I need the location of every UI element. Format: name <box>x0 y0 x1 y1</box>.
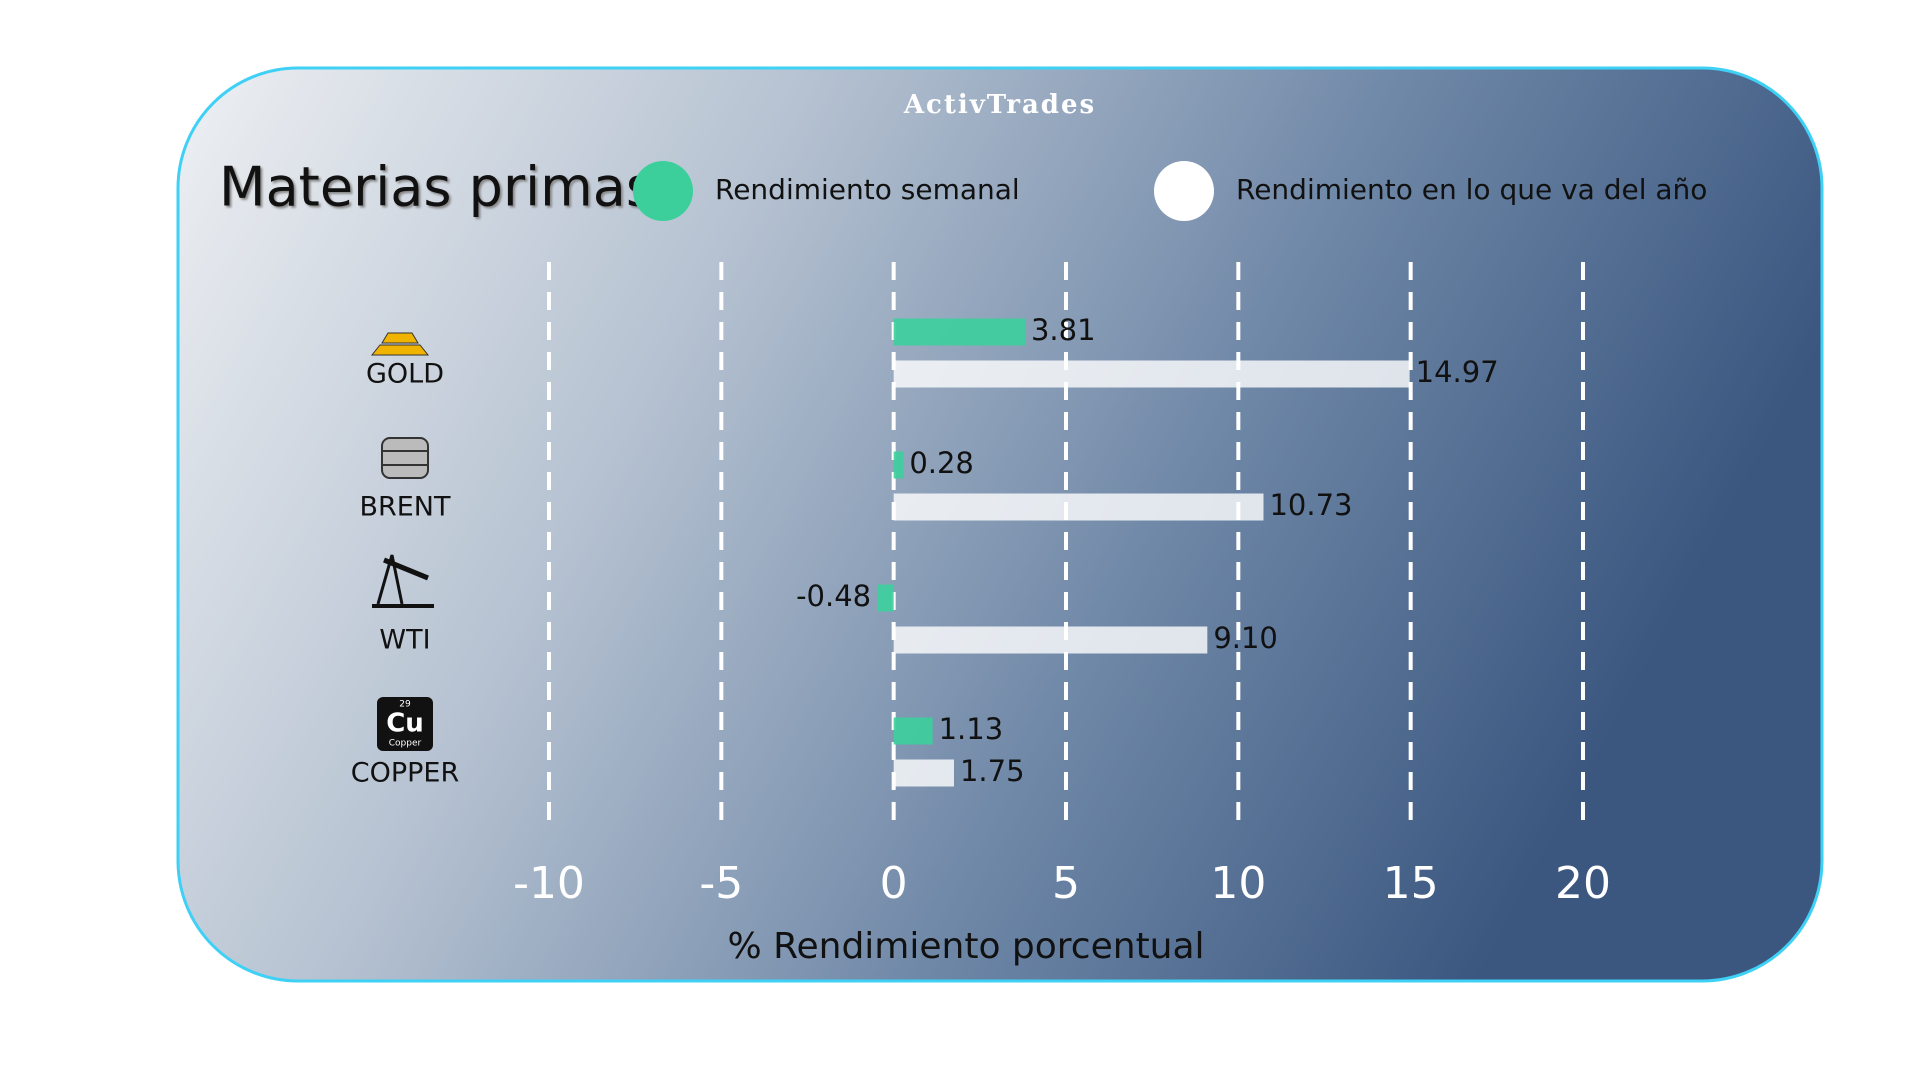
value-label: 10.73 <box>1269 488 1352 522</box>
copper-icon <box>377 697 433 751</box>
legend-label: Rendimiento en lo que va del año <box>1236 173 1707 206</box>
copper-icon-name: Copper <box>389 739 422 749</box>
brand: ActivTrades <box>903 90 1096 120</box>
chart-title: Materias primas <box>219 156 654 219</box>
bar <box>893 759 954 787</box>
value-label: -0.48 <box>796 579 871 613</box>
icons: 29 Cu Copper <box>370 332 434 751</box>
bar <box>877 584 894 612</box>
value-label: 9.10 <box>1213 621 1278 655</box>
brent-icon <box>381 437 429 479</box>
bar <box>893 626 1208 654</box>
legend-swatch <box>1154 161 1214 221</box>
x-tick-label: 15 <box>1383 858 1439 909</box>
bar <box>893 360 1410 388</box>
copper-icon-number: 29 <box>399 700 411 710</box>
x-tick-label: 10 <box>1210 858 1266 909</box>
x-tick-label: 20 <box>1555 858 1611 909</box>
category-label: WTI <box>379 625 430 656</box>
value-label: 1.13 <box>939 712 1004 746</box>
x-tick-label: 5 <box>1052 858 1080 909</box>
legend-swatch <box>633 161 693 221</box>
value-label: 14.97 <box>1416 355 1499 389</box>
gold-icon <box>370 344 430 356</box>
bar <box>893 493 1264 521</box>
value-label: 3.81 <box>1031 313 1096 347</box>
gold-icon <box>381 332 419 344</box>
x-axis-label: % Rendimiento porcentual <box>727 926 1204 967</box>
bar <box>893 318 1025 346</box>
x-tick-label: -10 <box>513 858 585 909</box>
category-label: BRENT <box>359 492 451 523</box>
wti-icon <box>376 554 404 605</box>
value-label: 0.28 <box>909 446 974 480</box>
value-label: 1.75 <box>960 754 1025 788</box>
bar <box>893 717 933 745</box>
legend-label: Rendimiento semanal <box>715 173 1020 206</box>
category-label: GOLD <box>366 359 444 390</box>
wti-icon <box>383 557 429 581</box>
category-label: COPPER <box>351 758 460 789</box>
x-tick-label: -5 <box>699 858 743 909</box>
x-tick-label: 0 <box>880 858 908 909</box>
copper-icon-symbol: Cu <box>386 709 424 739</box>
bar <box>893 451 904 479</box>
